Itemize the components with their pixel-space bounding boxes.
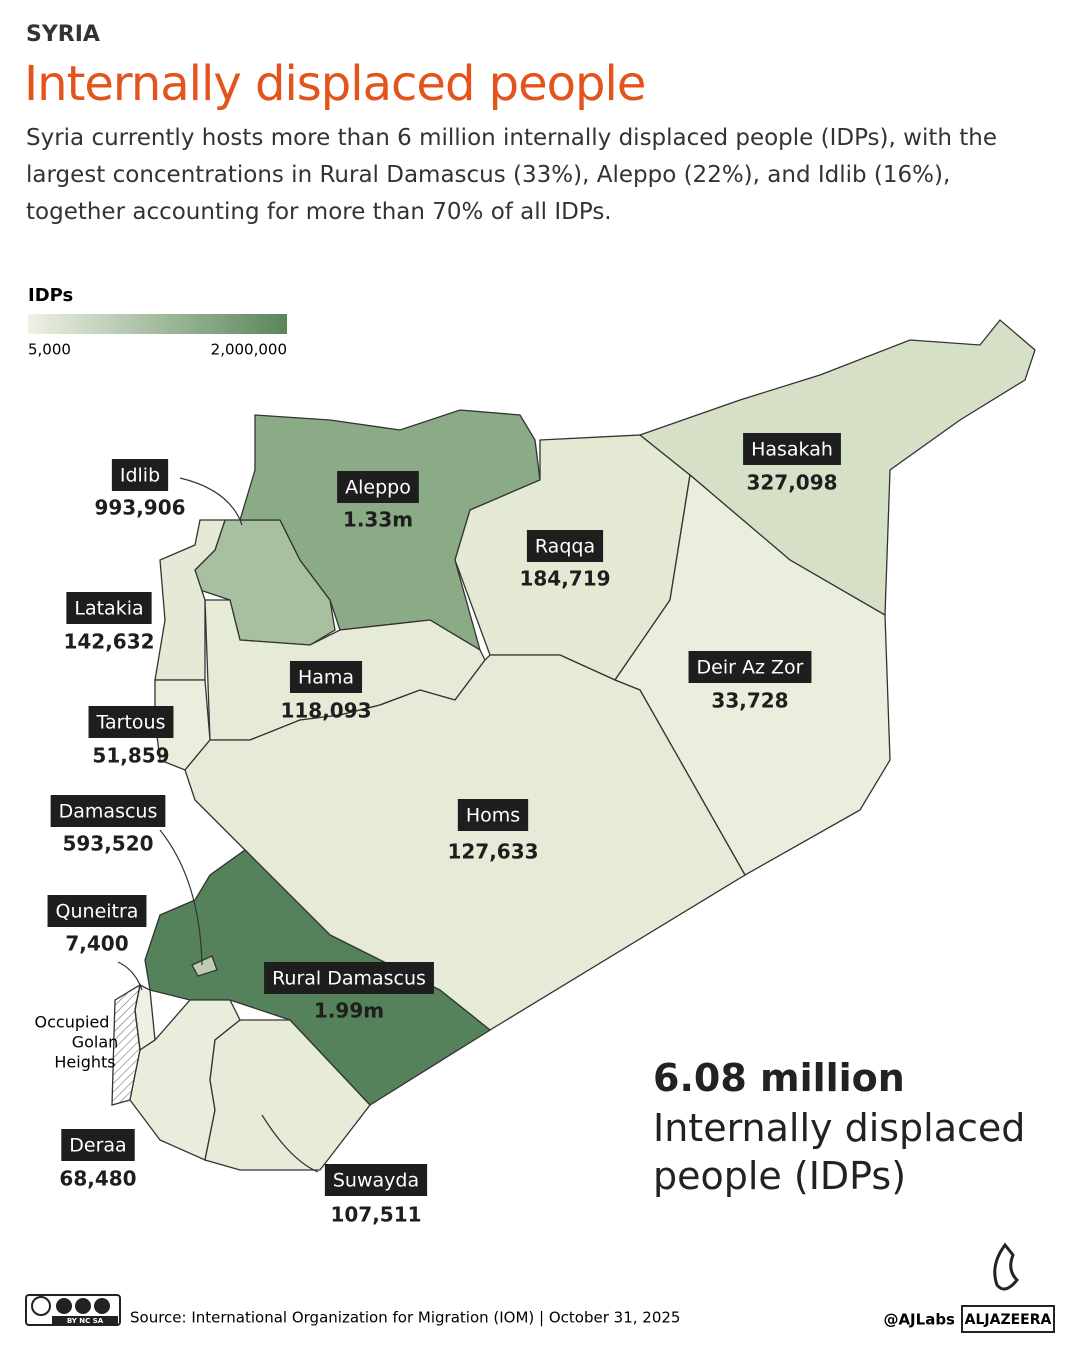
- kicker: SYRIA: [26, 22, 100, 47]
- region-value: 1.33m: [343, 508, 413, 532]
- label-box: [289, 661, 363, 693]
- region: [184, 654, 746, 1031]
- summary-label: Internally displaced people (IDPs): [653, 1106, 1026, 1198]
- label-box: [526, 530, 604, 562]
- annotation: Golan: [72, 1033, 119, 1052]
- labels: Idlib 993,906 Aleppo 1.33m Raqqa 184,719 Hasak…: [47, 433, 841, 1227]
- region-name: Quneitra: [56, 901, 139, 923]
- leader-lines: [117, 477, 319, 1173]
- regions: [111, 319, 1036, 1171]
- region-name: Idlib: [120, 465, 160, 487]
- label-box: [743, 433, 841, 465]
- region-name: Latakia: [74, 598, 143, 620]
- cc-icon: BY NC SA: [25, 1294, 121, 1326]
- handle: @AJLabs: [883, 1311, 955, 1329]
- region-value: 107,511: [330, 1203, 421, 1227]
- label-box: [337, 471, 419, 503]
- label-box: [47, 895, 147, 927]
- region-value: 7,400: [65, 932, 128, 956]
- region-name: Homs: [466, 805, 520, 827]
- label-box: [88, 706, 174, 738]
- region-name: Hasakah: [751, 439, 833, 461]
- region-value: 127,633: [447, 840, 538, 864]
- description: Syria currently hosts more than 6 millio…: [26, 125, 997, 225]
- brand-logo: ALJAZEERA: [961, 1242, 1055, 1333]
- region: [154, 519, 226, 681]
- region-value: 51,859: [92, 744, 169, 768]
- region-name: Damascus: [59, 801, 158, 823]
- title: Internally displaced people: [24, 56, 646, 112]
- label-box: [457, 799, 529, 831]
- label-box: [61, 1129, 135, 1161]
- region-name: Deraa: [69, 1135, 126, 1157]
- region-name: Suwayda: [333, 1170, 419, 1192]
- label-box: [50, 795, 166, 827]
- region-value: 33,728: [711, 689, 788, 713]
- annotation: Occupied: [35, 1013, 110, 1032]
- region-value: 993,906: [94, 496, 185, 520]
- region-value: 118,093: [280, 699, 371, 723]
- region-name: Raqqa: [535, 536, 595, 558]
- summary-figure: 6.08 million: [653, 1056, 905, 1100]
- source: Source: International Organization for M…: [130, 1309, 680, 1327]
- license: BY NC SA: [67, 1317, 104, 1325]
- region: [204, 1019, 371, 1171]
- region: [191, 955, 218, 977]
- legend-title: IDPs: [28, 285, 73, 306]
- legend-max: 2,000,000: [211, 341, 287, 359]
- legend-bar: [28, 314, 287, 334]
- brand: ALJAZEERA: [965, 1312, 1052, 1328]
- region: [239, 409, 541, 652]
- region-value: 593,520: [62, 832, 153, 856]
- label-box: [324, 1164, 428, 1196]
- region-name: Tartous: [96, 712, 166, 734]
- label-box: [66, 592, 152, 624]
- region-value: 68,480: [59, 1167, 136, 1191]
- label-box: [264, 962, 434, 994]
- region-name: Hama: [298, 667, 354, 689]
- region-name: Rural Damascus: [272, 968, 426, 990]
- region-value: 142,632: [63, 630, 154, 654]
- region-name: Aleppo: [345, 477, 411, 499]
- region-value: 1.99m: [314, 999, 384, 1023]
- label-box: [688, 651, 812, 683]
- region-value: 327,098: [746, 471, 837, 495]
- region-value: 184,719: [519, 567, 610, 591]
- region-name: Deir Az Zor: [697, 657, 804, 679]
- annotation: Heights: [54, 1053, 115, 1072]
- legend-min: 5,000: [28, 341, 71, 359]
- golan-annotation: Occupied Golan Heights: [35, 1013, 119, 1072]
- label-box: [111, 459, 169, 491]
